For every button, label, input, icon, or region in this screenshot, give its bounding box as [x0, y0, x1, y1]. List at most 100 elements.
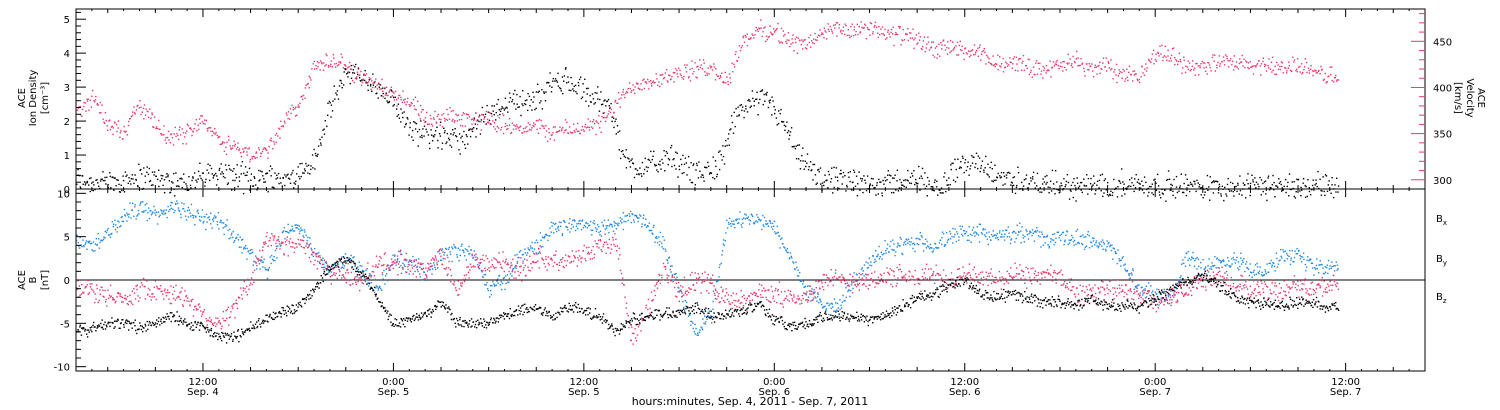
data-point — [197, 124, 199, 126]
data-point — [138, 163, 140, 165]
data-point — [355, 77, 357, 79]
data-point — [893, 243, 895, 245]
data-point — [781, 42, 784, 44]
data-point — [706, 72, 708, 74]
data-point — [463, 130, 465, 133]
data-point — [619, 157, 622, 160]
data-point — [667, 81, 669, 83]
data-point — [623, 155, 625, 157]
data-point — [159, 214, 161, 216]
data-point — [926, 176, 929, 179]
data-point — [1073, 61, 1076, 63]
data-point — [87, 279, 89, 282]
data-point — [457, 114, 460, 116]
data-point — [171, 202, 173, 204]
data-point — [166, 289, 169, 291]
data-point — [1156, 293, 1158, 295]
data-point — [455, 135, 458, 138]
data-point — [100, 178, 102, 180]
data-point — [318, 61, 320, 64]
data-point — [1031, 76, 1033, 78]
data-point — [545, 130, 548, 132]
data-point — [508, 281, 510, 284]
data-point — [235, 173, 237, 175]
data-point — [1187, 68, 1189, 71]
data-point — [1322, 272, 1325, 275]
data-point — [140, 113, 142, 116]
data-point — [120, 130, 122, 132]
data-point — [820, 33, 823, 36]
data-point — [1076, 182, 1079, 184]
data-point — [1034, 73, 1036, 76]
data-point — [368, 77, 370, 79]
data-point — [708, 73, 710, 75]
data-point — [776, 124, 778, 126]
data-point — [171, 181, 173, 183]
data-point — [1152, 298, 1155, 301]
data-point — [659, 231, 662, 234]
data-point — [419, 136, 421, 138]
data-point — [96, 179, 98, 181]
data-point — [639, 88, 641, 91]
data-point — [467, 250, 469, 252]
data-point — [392, 91, 394, 93]
data-point — [958, 167, 961, 170]
data-point — [186, 130, 188, 132]
data-point — [861, 180, 863, 182]
data-point — [679, 69, 681, 72]
data-point — [729, 77, 731, 79]
data-point — [606, 100, 609, 102]
data-point — [321, 266, 323, 269]
data-point — [107, 186, 109, 189]
data-point — [436, 126, 438, 128]
data-point — [1310, 258, 1312, 260]
data-point — [199, 306, 201, 308]
data-point — [80, 187, 82, 189]
data-point — [222, 310, 224, 313]
data-point — [1058, 192, 1060, 194]
data-point — [1097, 247, 1099, 249]
data-point — [505, 282, 507, 285]
data-point — [83, 292, 85, 294]
data-point — [731, 220, 733, 222]
data-point — [1138, 284, 1140, 286]
data-point — [654, 165, 656, 167]
data-point — [544, 235, 546, 238]
data-point — [1004, 233, 1006, 235]
data-point — [249, 249, 252, 251]
data-point — [121, 220, 124, 223]
data-point — [947, 238, 950, 240]
data-point — [233, 241, 235, 243]
data-point — [917, 42, 919, 44]
data-point — [1142, 292, 1144, 294]
data-point — [526, 99, 528, 101]
data-point — [1141, 286, 1143, 288]
data-point — [707, 316, 710, 318]
data-point — [1115, 187, 1117, 190]
data-point — [603, 100, 605, 102]
data-point — [635, 215, 638, 217]
data-point — [137, 186, 139, 188]
data-point — [1312, 179, 1314, 181]
data-point — [1277, 186, 1279, 189]
data-point — [446, 254, 448, 256]
data-point — [433, 262, 435, 264]
data-point — [1150, 297, 1153, 299]
data-point — [830, 178, 833, 180]
data-point — [884, 180, 887, 182]
data-point — [942, 192, 944, 194]
data-point — [236, 237, 238, 239]
data-point — [677, 176, 679, 178]
data-point — [886, 247, 888, 250]
data-point — [714, 79, 717, 81]
data-point — [1087, 177, 1090, 180]
data-point — [867, 266, 870, 269]
data-point — [1216, 67, 1218, 69]
data-point — [261, 171, 263, 173]
data-point — [1072, 236, 1074, 239]
data-point — [968, 226, 970, 228]
data-point — [1126, 270, 1128, 273]
data-point — [434, 134, 436, 136]
data-point — [1000, 176, 1003, 178]
data-point — [563, 131, 565, 134]
